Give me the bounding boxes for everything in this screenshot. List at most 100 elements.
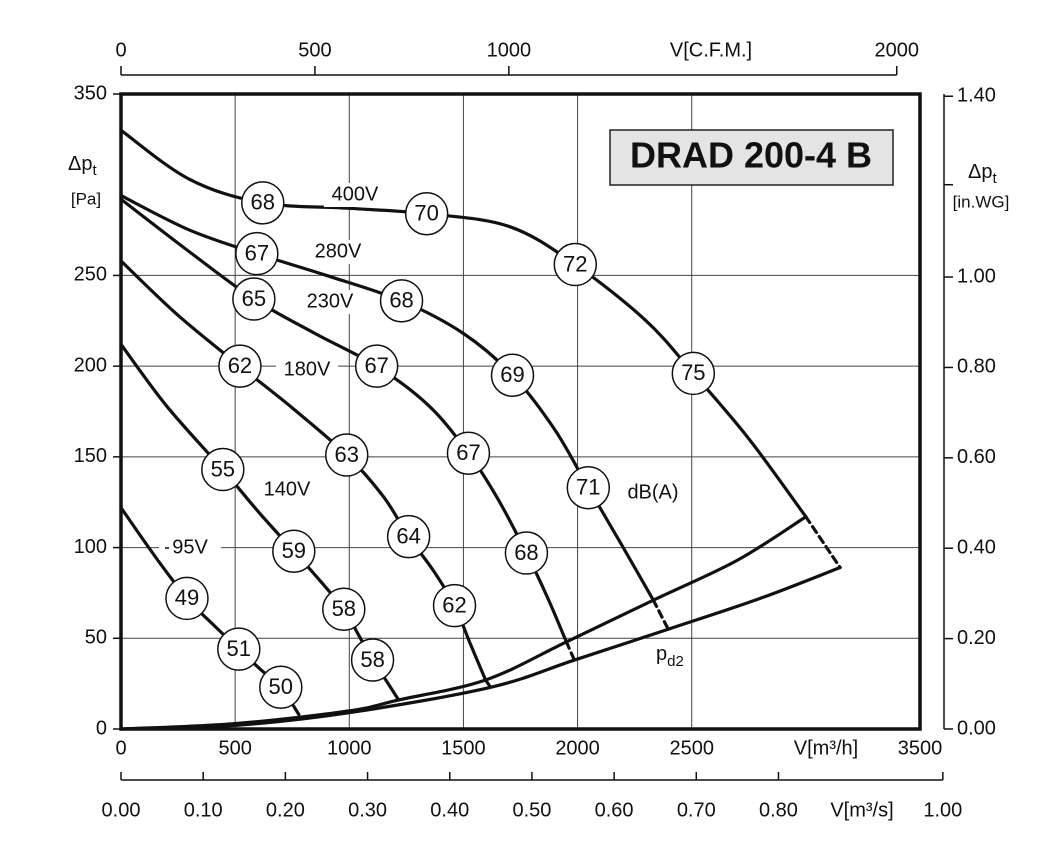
db-value: 64: [396, 523, 420, 548]
db-value: 70: [414, 201, 438, 226]
db-marker: [350, 638, 395, 682]
db-marker: [325, 433, 369, 477]
db-marker: [201, 447, 245, 492]
x3-tick-label: 0.60: [595, 799, 634, 821]
axis-unit: [Pa]: [71, 189, 101, 208]
plot-frame: [119, 92, 922, 731]
fan-curve: [119, 197, 568, 644]
db-marker: [432, 583, 477, 628]
fan-curve: [119, 128, 808, 519]
axis-title-main: Δp: [968, 161, 992, 183]
db-marker: [386, 514, 431, 559]
db-value: 62: [442, 592, 466, 617]
system-curve-label: pd2: [656, 643, 684, 670]
x2-tick-label: 1000: [487, 39, 532, 61]
y2-tick-label: 0.40: [957, 536, 996, 558]
db-marker: [322, 587, 366, 632]
db-marker: [165, 576, 209, 621]
x2-axis-label: V[C.F.M.]: [670, 39, 752, 61]
curve-label-bg: [324, 183, 386, 207]
curve-label-bg: [307, 240, 369, 264]
y-tick-label: 50: [85, 627, 107, 649]
x3-tick-label: 0.80: [759, 799, 798, 821]
curve-label-bg: [159, 536, 221, 560]
curve-label: 230V: [307, 290, 354, 312]
y2-tick-label: 0.60: [957, 446, 996, 468]
db-value: 67: [364, 353, 388, 378]
x3-tick-label: 0.00: [102, 799, 141, 821]
y2-tick-label: 1.40: [957, 85, 996, 107]
x3-tick-label: 1.00: [923, 799, 962, 821]
db-value: 62: [228, 353, 252, 378]
x2-tick-label: 2000: [874, 39, 919, 61]
x3-tick-label: 0.70: [677, 799, 716, 821]
db-value: 50: [269, 674, 293, 699]
fan-curve-extension: [804, 515, 842, 570]
x3-tick-label: 0.50: [512, 799, 551, 821]
x-axis-label: V[m³/h]: [794, 737, 858, 759]
db-value: 55: [211, 456, 235, 481]
y2-tick-label: 0.80: [957, 356, 996, 378]
axis-title: Δpt: [68, 153, 97, 179]
db-marker: [379, 279, 424, 323]
db-marker: [553, 242, 598, 287]
curve-label: 280V: [315, 240, 362, 262]
y-tick-label: 150: [74, 445, 107, 467]
db-value: 67: [245, 240, 269, 265]
system-curve-label-sub: d2: [667, 653, 684, 670]
title-box: [609, 129, 894, 186]
fan-curve: [119, 259, 488, 682]
axis-title-main: Δp: [68, 153, 92, 175]
x-tick-label: 500: [218, 737, 251, 759]
axis-title: Δpt: [968, 161, 997, 187]
db-value: 63: [335, 442, 359, 467]
x2-tick-label: 0: [115, 39, 126, 61]
db-value: 67: [456, 440, 480, 465]
x3-tick-label: 0.30: [348, 799, 387, 821]
y-tick-label: 200: [74, 354, 107, 376]
db-value: 51: [227, 636, 251, 661]
y-tick-label: 100: [74, 536, 107, 558]
db-value: 58: [332, 596, 356, 621]
db-value: 75: [681, 360, 705, 385]
db-marker: [566, 465, 611, 510]
system-curve: [119, 565, 842, 731]
x-tick-label: 0: [115, 737, 126, 759]
db-value: 71: [576, 475, 600, 500]
db-value: 65: [242, 286, 266, 311]
x2-tick-label: 500: [298, 39, 331, 61]
y-tick-label: 350: [74, 82, 107, 104]
axis-title-sub: t: [992, 170, 997, 187]
system-curve-label-main: p: [656, 643, 667, 665]
db-value: 68: [389, 288, 413, 313]
y2-tick-label: 1.00: [957, 265, 996, 287]
chart-title: DRAD 200-4 B: [630, 135, 872, 176]
db-marker: [259, 665, 303, 710]
curve-label: 140V: [264, 478, 311, 500]
x3-tick-label: 0.10: [184, 799, 223, 821]
db-value: 68: [251, 190, 275, 215]
curve-label-bg: [256, 478, 318, 502]
axis-unit: [in.WG]: [953, 192, 1010, 211]
x-tick-label: 2000: [555, 737, 600, 759]
fan-curve-extension: [651, 598, 670, 631]
db-value: 49: [175, 585, 199, 610]
db-marker: [218, 344, 262, 388]
db-value: 59: [282, 538, 306, 563]
db-value: 68: [514, 540, 538, 565]
fan-curve-extension: [483, 678, 493, 689]
curve-label: 180V: [284, 358, 331, 380]
db-marker: [504, 531, 549, 575]
curve-label: 95V: [172, 536, 208, 558]
db-value: 72: [563, 251, 587, 276]
db-marker: [354, 344, 399, 388]
x-tick-label: 3500: [898, 737, 943, 759]
x3-tick-label: 0.40: [430, 799, 469, 821]
db-value: 58: [360, 647, 384, 672]
db-marker: [272, 529, 316, 573]
y2-tick-label: 0.20: [957, 627, 996, 649]
y-tick-label: 0: [96, 717, 107, 739]
db-marker: [404, 191, 449, 236]
curve-label-bg: [276, 358, 338, 382]
db-marker: [235, 231, 279, 276]
